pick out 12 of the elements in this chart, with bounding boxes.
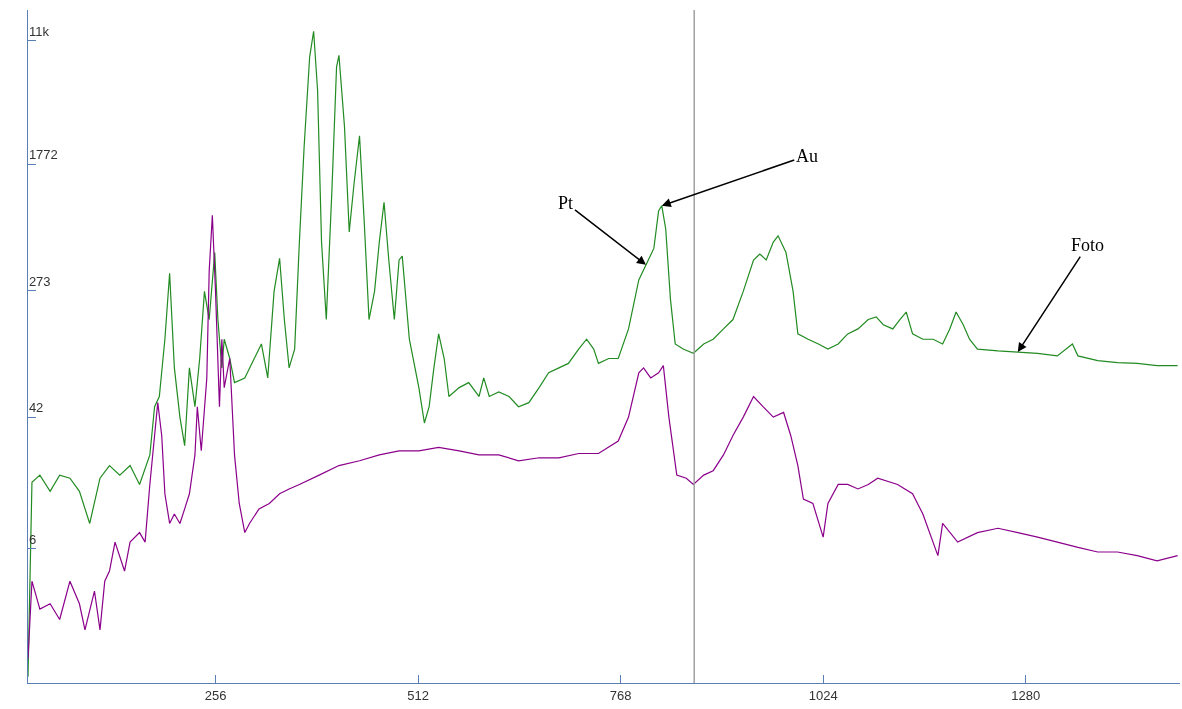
y-tick-label: 11k bbox=[28, 23, 50, 39]
y-tick-label: 42 bbox=[28, 400, 44, 416]
x-tick-label: 1280 bbox=[1011, 687, 1041, 703]
annotation: Au bbox=[796, 146, 818, 166]
annotation: Pt bbox=[558, 193, 574, 213]
y-tick-label: 273 bbox=[28, 273, 51, 289]
x-tick-label: 1024 bbox=[808, 687, 838, 703]
y-tick-label: 1772 bbox=[28, 147, 58, 163]
annotation: Foto bbox=[1071, 235, 1105, 255]
x-tick-label: 256 bbox=[204, 687, 227, 703]
x-tick-label: 768 bbox=[609, 687, 632, 703]
x-tick-label: 512 bbox=[407, 687, 429, 703]
